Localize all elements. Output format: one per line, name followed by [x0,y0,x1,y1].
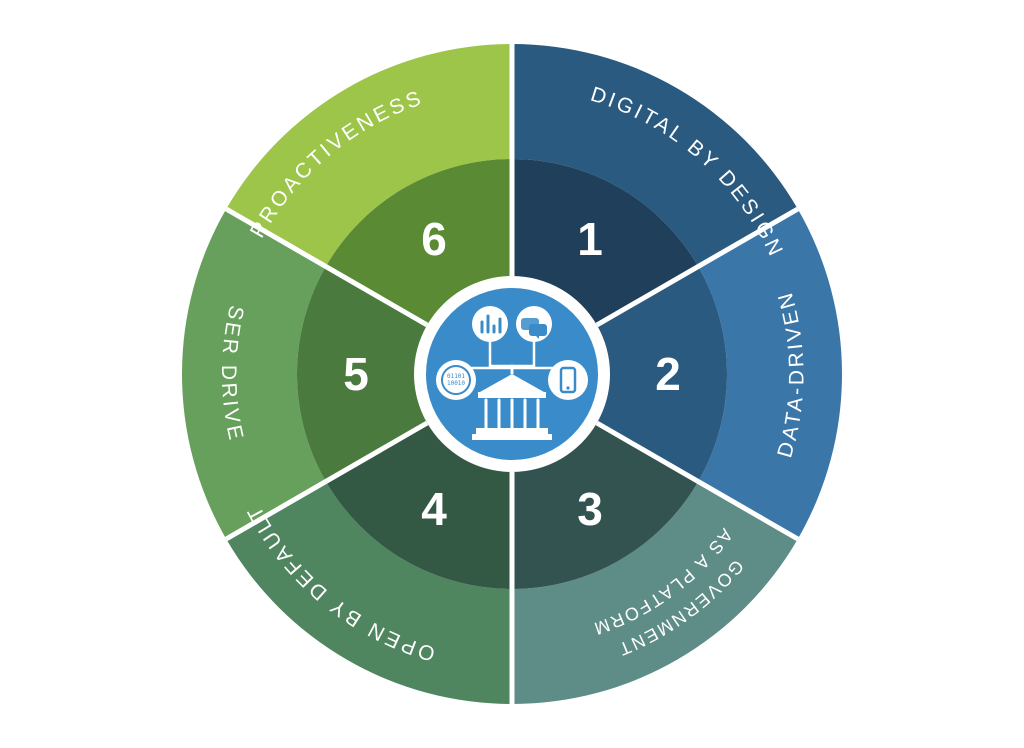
svg-text:01101: 01101 [447,373,465,380]
diagram-stage: DIGITAL BY DESIGN DATA-DRIVEN GOVERNMENT… [0,0,1024,748]
segment-1-number: 1 [577,213,603,265]
segmented-wheel: DIGITAL BY DESIGN DATA-DRIVEN GOVERNMENT… [162,24,862,724]
bar-chart-icon [472,306,508,342]
segment-6-number: 6 [421,213,447,265]
segment-3-number: 3 [577,483,603,535]
segment-4-number: 4 [421,483,447,535]
smartphone-icon [548,360,588,400]
svg-text:10010: 10010 [447,380,465,387]
binary-globe-icon: 01101 10010 [436,360,476,400]
center-medallion: 01101 10010 [420,282,604,466]
segment-2-number: 2 [655,348,681,400]
speech-bubbles-icon [516,306,552,342]
segment-5-number: 5 [343,348,369,400]
